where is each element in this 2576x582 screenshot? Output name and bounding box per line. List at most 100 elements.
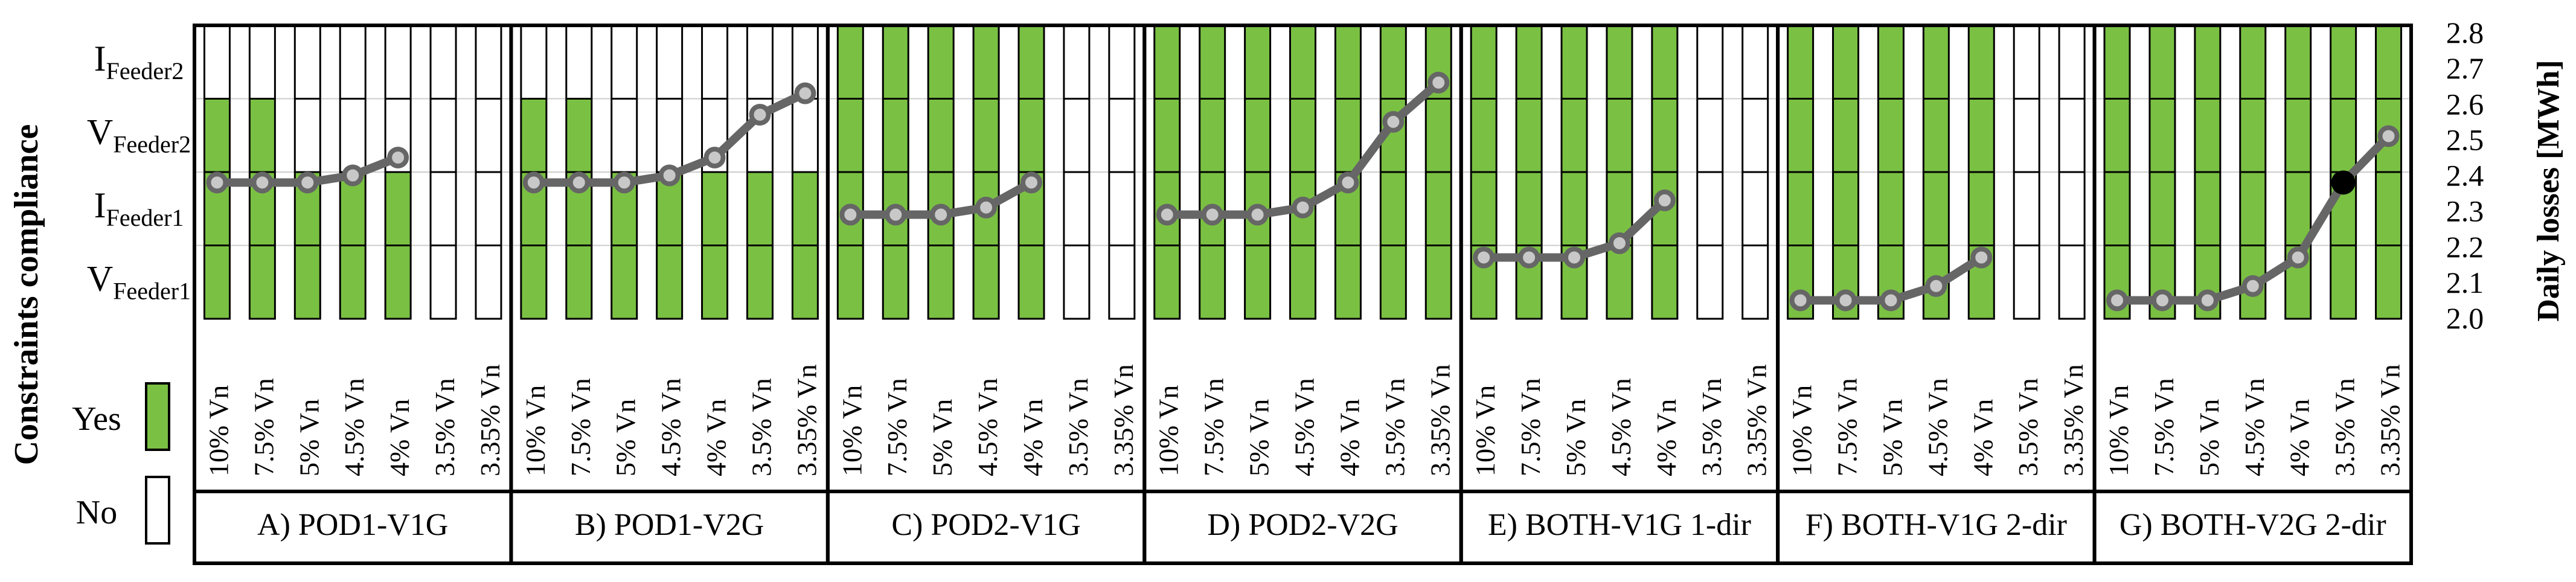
constraint-main: V xyxy=(87,258,113,298)
constraint-main: I xyxy=(94,39,106,78)
panel-d: 10% Vn 7.5% Vn 5% Vn 4.5% Vn 4% Vn 3.5% Vn 3.3… xyxy=(1142,24,1463,565)
panel-label: E) BOTH-V1G 1-dir xyxy=(1488,508,1751,542)
losses-point xyxy=(251,171,274,194)
constraint-label-0: VFeeder1 xyxy=(87,258,191,304)
losses-point xyxy=(1880,289,1902,312)
category-label: 5% Vn xyxy=(1560,399,1591,476)
category-label: 3.35% Vn xyxy=(2058,364,2089,476)
losses-point xyxy=(2377,125,2400,147)
bar-compliant xyxy=(521,98,546,319)
constraint-main: V xyxy=(87,112,113,152)
right-tick-label: 2.7 xyxy=(2446,51,2484,85)
losses-point xyxy=(1473,246,1495,269)
category-label: 10% Vn xyxy=(1470,385,1501,476)
category-label: 4% Vn xyxy=(701,399,732,476)
category-label: 7.5% Vn xyxy=(882,378,912,476)
constraint-label-3: IFeeder2 xyxy=(94,39,184,85)
losses-point xyxy=(1834,289,1857,312)
panel-label: G) BOTH-V2G 2-dir xyxy=(2119,508,2386,542)
category-label: 4.5% Vn xyxy=(1606,378,1636,476)
category-label: 3.35% Vn xyxy=(1741,364,1772,476)
legend-swatch-yes xyxy=(145,382,170,451)
losses-point xyxy=(2287,246,2309,269)
panel-c: 10% Vn 7.5% Vn 5% Vn 4.5% Vn 4% Vn 3.5% Vn 3.3… xyxy=(825,24,1147,565)
losses-series-g xyxy=(2106,125,2400,312)
losses-point xyxy=(885,203,907,226)
losses-point xyxy=(1337,171,1359,194)
losses-point xyxy=(839,203,862,226)
right-tick-label: 2.6 xyxy=(2446,87,2484,121)
losses-point xyxy=(1201,203,1223,226)
category-label: 4.5% Vn xyxy=(1922,378,1953,476)
losses-point xyxy=(2151,289,2173,312)
category-label: 3.5% Vn xyxy=(746,378,777,476)
panel-label: C) POD2-V1G xyxy=(891,508,1080,542)
losses-point xyxy=(930,203,952,226)
category-label: 10% Vn xyxy=(2103,385,2134,476)
left-axis-title: Constraints compliance xyxy=(8,124,45,465)
category-label: 5% Vn xyxy=(610,399,641,476)
category-label: 3.35% Vn xyxy=(1108,364,1139,476)
category-label: 4% Vn xyxy=(1017,399,1048,476)
losses-point xyxy=(703,146,726,168)
category-label: 3.5% Vn xyxy=(1063,378,1094,476)
legend-swatch-no xyxy=(145,476,170,545)
category-label: 3.5% Vn xyxy=(2013,378,2043,476)
losses-point xyxy=(1518,246,1540,269)
losses-point xyxy=(1970,246,1993,269)
losses-point xyxy=(206,171,228,194)
panel-border xyxy=(2092,24,2414,565)
category-label: 3.5% Vn xyxy=(1379,378,1410,476)
losses-point xyxy=(1653,189,1676,211)
category-label: 3.5% Vn xyxy=(1696,378,1727,476)
constraint-sub: Feeder2 xyxy=(106,57,184,85)
right-tick-label: 2.2 xyxy=(2446,230,2484,264)
panel-a: 10% Vn 7.5% Vn 5% Vn 4.5% Vn 4% Vn 3.5% Vn 3.3… xyxy=(193,24,513,565)
right-tick-label: 2.4 xyxy=(2446,159,2484,193)
losses-point xyxy=(658,164,681,187)
constraint-sub: Feeder2 xyxy=(113,130,191,158)
losses-point xyxy=(613,171,635,194)
category-label: 4% Vn xyxy=(2284,399,2315,476)
right-axis-title: Daily losses [MWh] xyxy=(2531,60,2566,321)
legend-label-no: No xyxy=(76,494,117,531)
panel-label: D) POD2-V2G xyxy=(1207,508,1398,542)
losses-point xyxy=(387,146,409,168)
losses-point xyxy=(1156,203,1178,226)
category-label: 4% Vn xyxy=(1651,399,1682,476)
losses-point xyxy=(296,171,319,194)
panel-label: F) BOTH-V1G 2-dir xyxy=(1805,508,2067,542)
right-tick-label: 2.3 xyxy=(2446,194,2484,228)
category-label: 10% Vn xyxy=(836,385,867,476)
losses-series-e xyxy=(1473,189,1676,269)
losses-point xyxy=(2196,289,2219,312)
category-label: 4.5% Vn xyxy=(972,378,1003,476)
losses-point xyxy=(1563,246,1586,269)
right-tick-label: 2.8 xyxy=(2446,16,2484,50)
category-label: 10% Vn xyxy=(1787,385,1818,476)
panel-f: 10% Vn 7.5% Vn 5% Vn 4.5% Vn 4% Vn 3.5% Vn 3.3… xyxy=(1776,24,2097,565)
bar-compliant xyxy=(249,98,275,319)
category-label: 4% Vn xyxy=(384,399,415,476)
category-label: 10% Vn xyxy=(1153,385,1184,476)
bar-compliant xyxy=(566,98,592,319)
losses-point xyxy=(568,171,590,194)
category-label: 3.35% Vn xyxy=(475,364,505,476)
panel-g: 10% Vn 7.5% Vn 5% Vn 4.5% Vn 4% Vn 3.5% Vn 3.3… xyxy=(2092,24,2414,565)
category-label: 5% Vn xyxy=(293,399,324,476)
category-label: 5% Vn xyxy=(1244,399,1275,476)
losses-point xyxy=(1789,289,1812,312)
category-label: 3.35% Vn xyxy=(1424,364,1455,476)
category-label: 4% Vn xyxy=(1967,399,1998,476)
losses-point xyxy=(1020,171,1042,194)
legend-label-yes: Yes xyxy=(72,400,121,438)
losses-point xyxy=(2106,289,2129,312)
category-label: 4.5% Vn xyxy=(2239,378,2270,476)
losses-point xyxy=(342,164,364,187)
losses-point xyxy=(2241,275,2264,297)
losses-point xyxy=(1292,196,1314,219)
category-label: 7.5% Vn xyxy=(1199,378,1229,476)
losses-point xyxy=(975,196,998,219)
category-label: 4.5% Vn xyxy=(656,378,687,476)
